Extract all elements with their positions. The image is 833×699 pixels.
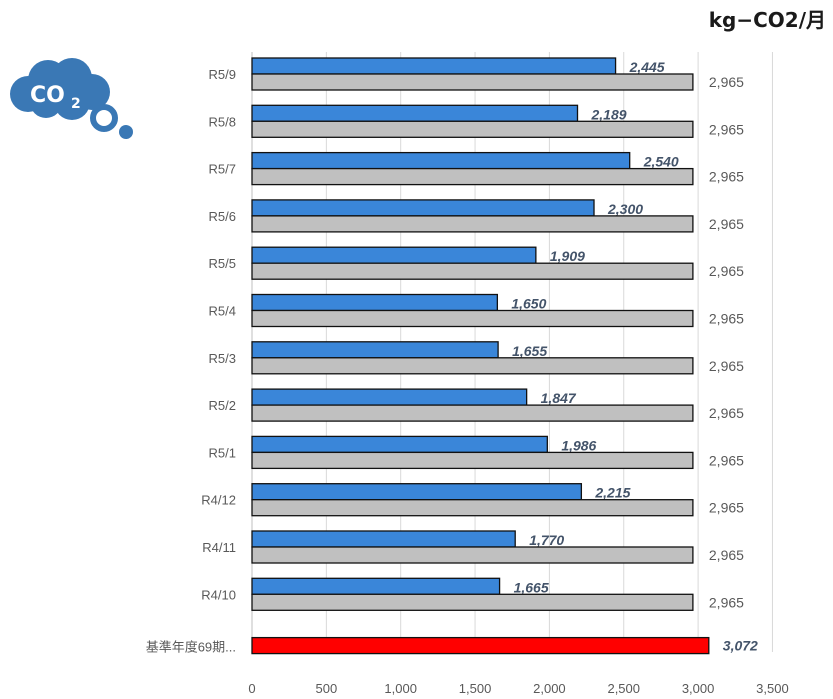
target-value-label: 2,965 xyxy=(709,500,744,516)
logo-co-text: CO xyxy=(30,83,65,108)
target-bar xyxy=(251,309,694,328)
co2-cloud-icon: CO 2 xyxy=(10,58,133,139)
actual-value-label: 1,655 xyxy=(512,343,547,359)
actual-bar xyxy=(251,483,583,501)
category-label: R4/11 xyxy=(202,540,236,555)
category-label: R5/6 xyxy=(209,209,236,224)
category-label: R5/3 xyxy=(209,351,236,366)
category-label: R5/9 xyxy=(209,67,236,82)
actual-bar xyxy=(251,577,501,595)
actual-value-label: 1,986 xyxy=(561,437,596,453)
target-value-label: 2,965 xyxy=(709,311,744,327)
target-bar xyxy=(251,167,694,186)
actual-bar xyxy=(251,57,617,75)
category-label: R5/5 xyxy=(209,256,236,271)
actual-value-label: 1,770 xyxy=(529,532,564,548)
category-label: R4/12 xyxy=(201,493,236,508)
category-label: R5/8 xyxy=(209,114,236,129)
actual-bar xyxy=(251,104,579,122)
category-label: 基準年度69期... xyxy=(146,640,236,655)
target-value-label: 2,965 xyxy=(709,169,744,185)
actual-value-label: 1,665 xyxy=(514,579,549,595)
target-bar xyxy=(251,73,694,91)
actual-value-label: 1,650 xyxy=(511,296,546,312)
target-bar xyxy=(251,357,694,375)
actual-value-label: 2,189 xyxy=(591,106,627,122)
x-tick-label: 1,000 xyxy=(384,681,417,696)
target-bar xyxy=(251,546,694,564)
target-value-label: 2,965 xyxy=(709,216,744,232)
x-tick-label: 2,500 xyxy=(607,681,640,696)
target-value-label: 2,965 xyxy=(709,263,744,279)
category-label: R5/2 xyxy=(209,398,236,413)
baseline-value-label: 3,072 xyxy=(723,638,758,654)
actual-value-label: 1,847 xyxy=(541,390,577,406)
actual-bar xyxy=(251,341,499,359)
target-bar xyxy=(251,404,694,422)
target-value-label: 2,965 xyxy=(709,74,744,90)
x-tick-label: 0 xyxy=(248,681,255,696)
x-tick-label: 500 xyxy=(315,681,337,696)
co2-cloud-logo: CO 2 xyxy=(6,52,136,147)
actual-bar xyxy=(251,199,595,217)
actual-value-label: 2,540 xyxy=(643,154,679,170)
target-value-label: 2,965 xyxy=(709,405,744,421)
target-bar xyxy=(251,215,694,233)
baseline-bar xyxy=(251,636,710,655)
actual-bar xyxy=(251,151,631,170)
actual-bar xyxy=(251,388,528,406)
target-value-label: 2,965 xyxy=(709,121,744,137)
logo-subscript-text: 2 xyxy=(71,96,81,112)
target-bar xyxy=(251,120,694,138)
unit-label: kg−CO2/月 xyxy=(708,8,826,32)
actual-value-label: 2,445 xyxy=(629,59,665,75)
target-value-label: 2,965 xyxy=(709,358,744,374)
category-label: R5/7 xyxy=(209,162,236,177)
target-bar xyxy=(251,499,694,517)
actual-value-label: 2,300 xyxy=(607,201,643,217)
x-tick-label: 2,000 xyxy=(533,681,566,696)
target-value-label: 2,965 xyxy=(709,594,744,610)
target-bar xyxy=(251,262,694,280)
actual-value-label: 1,909 xyxy=(550,248,585,264)
category-label: R4/10 xyxy=(201,587,236,602)
category-label: R5/1 xyxy=(209,445,236,460)
target-value-label: 2,965 xyxy=(709,547,744,563)
actual-bar xyxy=(251,435,548,454)
actual-bar xyxy=(251,530,516,548)
target-bar xyxy=(251,593,694,611)
x-tick-label: 1,500 xyxy=(459,681,492,696)
actual-bar xyxy=(251,293,499,312)
category-label: R5/4 xyxy=(209,304,236,319)
x-tick-label: 3,000 xyxy=(682,681,715,696)
actual-value-label: 2,215 xyxy=(594,485,630,501)
actual-bar xyxy=(251,246,537,264)
x-tick-label: 3,500 xyxy=(756,681,789,696)
target-bar xyxy=(251,451,694,470)
target-value-label: 2,965 xyxy=(709,452,744,468)
